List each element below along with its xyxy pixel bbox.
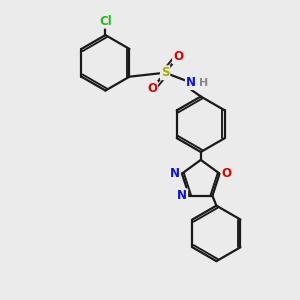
Text: O: O (173, 50, 183, 63)
Text: S: S (161, 66, 170, 79)
Text: O: O (222, 167, 232, 180)
Text: Cl: Cl (99, 15, 112, 28)
Text: N: N (177, 189, 187, 202)
Text: O: O (147, 82, 157, 95)
Text: N: N (186, 76, 196, 89)
Text: H: H (199, 78, 208, 88)
Text: N: N (170, 167, 180, 180)
